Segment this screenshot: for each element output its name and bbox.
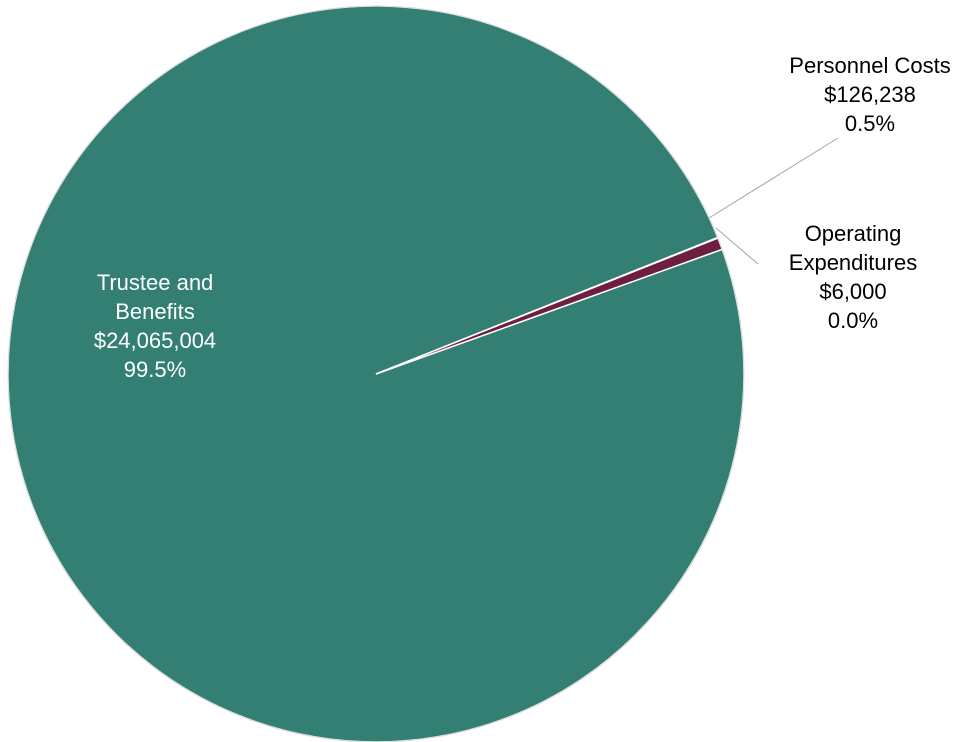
data-label-operating: Operating Expenditures $6,000 0.0%	[789, 221, 917, 333]
data-label-operating-line-1: Expenditures	[789, 250, 917, 275]
data-label-trustee-line-2: $24,065,004	[94, 328, 216, 353]
leader-line-personnel	[708, 137, 839, 219]
data-label-trustee: Trustee and Benefits $24,065,004 99.5%	[94, 270, 216, 382]
data-label-operating-line-3: 0.0%	[828, 308, 878, 333]
leader-lines	[708, 137, 839, 265]
data-label-trustee-line-3: 99.5%	[124, 357, 186, 382]
data-label-trustee-line-1: Benefits	[115, 299, 195, 324]
pie-outline	[7, 5, 745, 742]
data-label-operating-line-2: $6,000	[819, 279, 886, 304]
data-label-personnel-line-2: 0.5%	[845, 111, 895, 136]
leader-line-operating	[715, 227, 759, 265]
data-label-personnel-line-0: Personnel Costs	[789, 53, 950, 78]
data-label-trustee-line-0: Trustee and	[97, 270, 214, 295]
data-label-personnel-line-1: $126,238	[824, 82, 916, 107]
data-label-operating-line-0: Operating	[805, 221, 902, 246]
pie-slices	[7, 5, 745, 742]
data-labels: Trustee and Benefits $24,065,004 99.5% Opera…	[94, 53, 951, 382]
data-label-personnel: Personnel Costs $126,238 0.5%	[789, 53, 950, 136]
